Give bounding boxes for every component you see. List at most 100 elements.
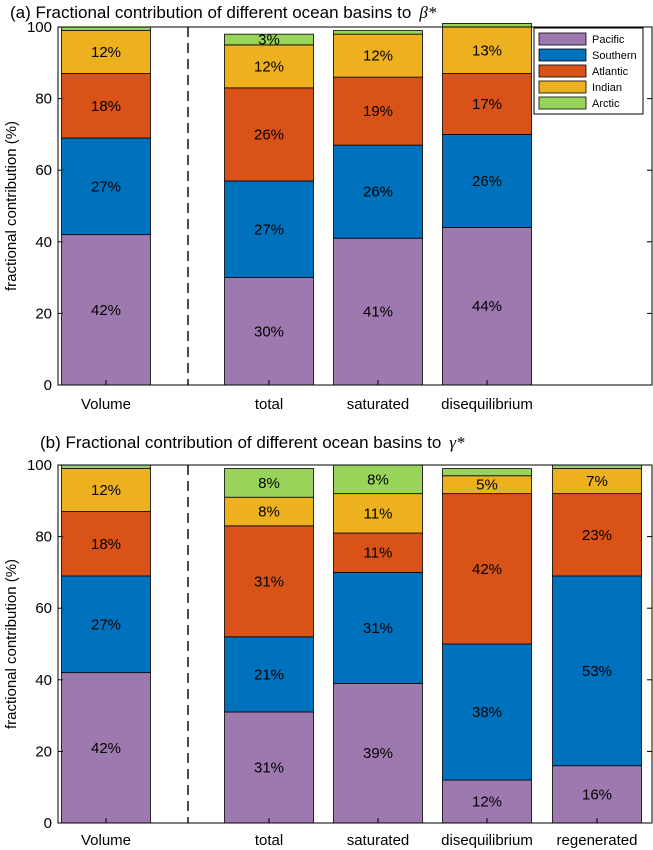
y-tick-label: 60 bbox=[35, 162, 52, 179]
bar-volume-indian bbox=[61, 30, 151, 74]
data-label-total-indian: 8% bbox=[258, 504, 280, 521]
panel-b-bars bbox=[61, 464, 642, 824]
legend-label-pacific: Pacific bbox=[592, 34, 625, 46]
category-label-volume: Volume bbox=[81, 832, 131, 849]
bar-disequilibrium-pacific bbox=[442, 779, 532, 824]
data-label-regenerated-atlantic: 23% bbox=[582, 527, 612, 544]
bar-total-arctic bbox=[224, 468, 314, 498]
data-label-disequilibrium-atlantic: 42% bbox=[472, 561, 502, 578]
legend-swatch-southern bbox=[538, 48, 587, 62]
data-label-total-southern: 27% bbox=[254, 221, 284, 238]
data-label-total-southern: 21% bbox=[254, 666, 284, 683]
panel-b: (b) Fractional contribution of different… bbox=[3, 433, 653, 849]
legend-label-indian: Indian bbox=[592, 82, 622, 94]
bar-saturated-indian bbox=[333, 493, 423, 534]
data-label-saturated-southern: 26% bbox=[363, 184, 393, 201]
legend-label-arctic: Arctic bbox=[592, 98, 620, 110]
bar-volume-arctic bbox=[61, 26, 151, 31]
data-label-volume-pacific: 42% bbox=[91, 302, 121, 319]
bar-total-pacific bbox=[224, 277, 314, 386]
category-label-total: total bbox=[255, 832, 283, 849]
bar-saturated-southern bbox=[333, 144, 423, 239]
bar-disequilibrium-southern bbox=[442, 133, 532, 228]
legend-swatch-atlantic bbox=[538, 64, 587, 78]
data-label-saturated-arctic: 8% bbox=[367, 471, 389, 488]
bar-disequilibrium-arctic bbox=[442, 23, 532, 28]
bar-total-atlantic bbox=[224, 525, 314, 638]
bar-disequilibrium-pacific bbox=[442, 227, 532, 386]
bar-total-arctic bbox=[224, 33, 314, 46]
bar-regenerated-arctic bbox=[552, 464, 642, 469]
data-label-regenerated-southern: 53% bbox=[582, 663, 612, 680]
category-label-regenerated: regenerated bbox=[557, 832, 638, 849]
data-label-disequilibrium-pacific: 44% bbox=[472, 298, 502, 315]
category-label-saturated: saturated bbox=[347, 832, 410, 849]
bar-volume-indian bbox=[61, 468, 151, 512]
axes-box bbox=[57, 26, 653, 386]
data-label-total-pacific: 31% bbox=[254, 760, 284, 777]
bar-saturated-atlantic bbox=[333, 76, 423, 146]
bar-saturated-pacific bbox=[333, 237, 423, 386]
bar-saturated-atlantic bbox=[333, 532, 423, 573]
data-label-saturated-atlantic: 11% bbox=[364, 545, 393, 562]
y-tick-label: 0 bbox=[44, 815, 52, 832]
panel-a-title: (a) Fractional contribution of different… bbox=[10, 3, 437, 22]
bar-regenerated-southern bbox=[552, 575, 642, 767]
panel-a-bars bbox=[61, 23, 532, 386]
data-label-disequilibrium-atlantic: 17% bbox=[472, 96, 502, 113]
data-label-volume-indian: 12% bbox=[91, 44, 121, 61]
bar-total-southern bbox=[224, 636, 314, 713]
bar-disequilibrium-southern bbox=[442, 643, 532, 781]
data-label-saturated-indian: 12% bbox=[363, 48, 393, 65]
data-label-saturated-pacific: 41% bbox=[363, 304, 393, 321]
bar-total-indian bbox=[224, 44, 314, 89]
data-label-disequilibrium-indian: 5% bbox=[476, 477, 498, 494]
y-tick-label: 80 bbox=[35, 529, 52, 546]
bar-volume-arctic bbox=[61, 464, 151, 469]
bar-volume-southern bbox=[61, 137, 151, 236]
data-label-regenerated-indian: 7% bbox=[586, 473, 608, 490]
y-tick-label: 20 bbox=[35, 743, 52, 760]
panel-a-title-symbol: β* bbox=[418, 3, 436, 22]
bar-regenerated-indian bbox=[552, 468, 642, 495]
data-label-total-arctic: 8% bbox=[258, 475, 280, 492]
bar-volume-pacific bbox=[61, 234, 151, 386]
legend-swatch-indian bbox=[538, 80, 587, 94]
legend-swatch-arctic bbox=[538, 96, 587, 110]
y-tick-label: 40 bbox=[35, 234, 52, 251]
legend-label-atlantic: Atlantic bbox=[592, 66, 629, 78]
panel-b-axes: Volume total saturated disequilibrium regene… bbox=[27, 457, 653, 849]
bar-disequilibrium-atlantic bbox=[442, 493, 532, 645]
panel-b-title-text: (b) Fractional contribution of different… bbox=[40, 433, 441, 452]
data-label-total-atlantic: 26% bbox=[254, 126, 284, 143]
data-label-volume-southern: 27% bbox=[91, 616, 121, 633]
panel-a-data-labels: 42% 27% 18% 12% 30% 27% 26% 12% 3% 41% 26% 19% 12% 44… bbox=[91, 32, 502, 341]
legend-label-southern: Southern bbox=[592, 50, 637, 62]
y-tick-label: 100 bbox=[27, 457, 52, 474]
bar-saturated-pacific bbox=[333, 682, 423, 824]
panel-a: (a) Fractional contribution of different… bbox=[3, 3, 653, 413]
bar-saturated-arctic bbox=[333, 30, 423, 35]
y-tick-label: 80 bbox=[35, 91, 52, 108]
data-label-volume-atlantic: 18% bbox=[91, 536, 121, 553]
data-label-disequilibrium-indian: 13% bbox=[472, 42, 502, 59]
panel-b-title: (b) Fractional contribution of different… bbox=[40, 433, 465, 452]
data-label-volume-indian: 12% bbox=[91, 482, 121, 499]
axes-box bbox=[57, 464, 653, 824]
data-label-volume-pacific: 42% bbox=[91, 740, 121, 757]
data-label-total-indian: 12% bbox=[254, 58, 284, 75]
data-label-total-arctic: 3% bbox=[258, 32, 280, 49]
category-label-volume: Volume bbox=[81, 396, 131, 413]
data-label-saturated-southern: 31% bbox=[363, 620, 393, 637]
bar-regenerated-pacific bbox=[552, 765, 642, 824]
y-tick-label: 20 bbox=[35, 305, 52, 322]
y-tick-label: 60 bbox=[35, 600, 52, 617]
data-label-saturated-pacific: 39% bbox=[363, 745, 393, 762]
category-label-total: total bbox=[255, 396, 283, 413]
bar-disequilibrium-arctic bbox=[442, 468, 532, 477]
data-label-disequilibrium-pacific: 12% bbox=[472, 794, 502, 811]
y-tick-label: 100 bbox=[27, 19, 52, 36]
bar-volume-atlantic bbox=[61, 511, 151, 577]
panel-a-axes: Volume total saturated disequilibrium 0 20 40 6… bbox=[27, 19, 653, 413]
